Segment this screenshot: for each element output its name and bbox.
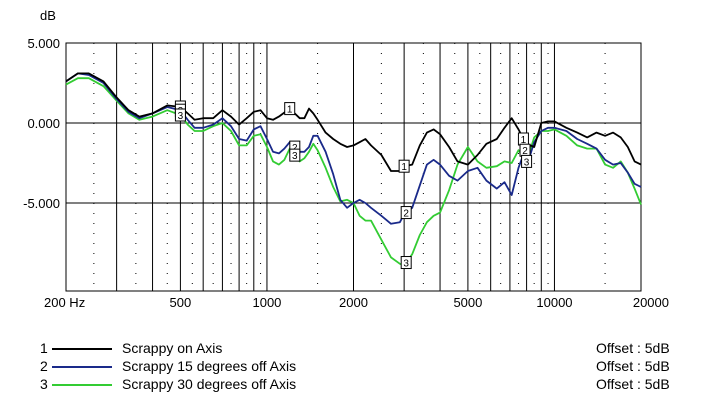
y-axis-label: dB (40, 8, 56, 23)
x-tick-label: 200 Hz (44, 295, 85, 310)
grid (66, 42, 641, 291)
series-marker-label: 2 (522, 146, 528, 157)
legend-series-name: Scrappy 15 degrees off Axis (122, 358, 297, 374)
series-line-3 (65, 77, 642, 267)
legend-item-1: 1 Scrappy on Axis Offset : 5dB (0, 339, 704, 357)
y-tick-label: -5.000 (23, 196, 60, 211)
series-marker-box (289, 148, 301, 162)
series-marker-label: 2 (292, 143, 298, 154)
legend-swatch (52, 366, 112, 368)
series-marker-box (174, 108, 186, 122)
series-marker-label: 3 (178, 111, 184, 122)
series-marker-label: 3 (292, 151, 298, 162)
legend-marker: 2 (40, 358, 48, 374)
series-marker-box (521, 154, 533, 168)
tick-labels: 5.000 0.000 -5.000 200 Hz 500 1000 2000 5000 100… (23, 36, 669, 310)
x-tick-label: 10000 (536, 295, 572, 310)
legend-series-name: Scrappy on Axis (122, 340, 223, 356)
series-marker-box (284, 102, 296, 116)
series-marker-label: 3 (403, 259, 409, 270)
legend-swatch (52, 348, 112, 350)
x-tick-label: 500 (170, 295, 192, 310)
series-line-2 (65, 72, 642, 225)
y-tick-label: 0.000 (27, 116, 60, 131)
series-line-1 (65, 72, 642, 172)
series-marker-label: 1 (521, 135, 527, 146)
series-layer: 111122223333 (65, 72, 642, 270)
legend-offset: Offset : 5dB (596, 358, 670, 374)
legend-offset: Offset : 5dB (596, 340, 670, 356)
x-tick-label: 5000 (453, 295, 482, 310)
legend-swatch (52, 384, 112, 386)
series-marker-box (400, 206, 412, 220)
series-marker-label: 1 (401, 162, 407, 173)
x-tick-label: 1000 (252, 295, 281, 310)
y-tick-label: 5.000 (27, 36, 60, 51)
legend-series-name: Scrappy 30 degrees off Axis (122, 376, 297, 392)
plot-frame (65, 42, 642, 292)
legend-marker: 1 (40, 340, 48, 356)
legend-offset: Offset : 5dB (596, 376, 670, 392)
series-marker-label: 2 (403, 209, 409, 220)
legend-item-2: 2 Scrappy 15 degrees off Axis Offset : 5… (0, 357, 704, 375)
series-marker-box (400, 256, 412, 270)
series-marker-label: 1 (287, 105, 293, 116)
x-tick-label: 2000 (339, 295, 368, 310)
x-tick-label: 20000 (633, 295, 669, 310)
legend-marker: 3 (40, 376, 48, 392)
series-marker-box (398, 159, 410, 173)
legend-item-3: 3 Scrappy 30 degrees off Axis Offset : 5… (0, 375, 704, 393)
series-marker-label: 3 (524, 157, 530, 168)
